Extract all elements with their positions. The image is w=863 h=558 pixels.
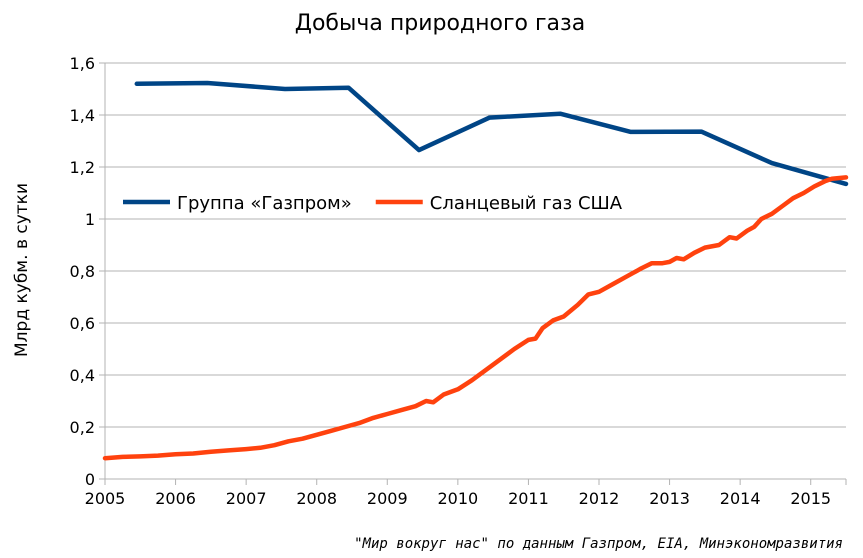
x-tick-label: 2015 (790, 489, 831, 508)
x-tick-label: 2013 (649, 489, 690, 508)
legend-label-2: Сланцевый газ США (430, 193, 623, 214)
legend: Группа «Газпром» Сланцевый газ США (123, 193, 623, 214)
x-tick-label: 2006 (155, 489, 196, 508)
y-tick-label: 1,2 (70, 158, 95, 177)
y-axis-label: Млрд кубм. в сутки (12, 183, 32, 357)
chart-title: Добыча природного газа (295, 11, 585, 36)
legend-label-1: Группа «Газпром» (177, 193, 352, 214)
y-tick-label: 0,4 (70, 366, 95, 385)
y-tick-label: 0,2 (70, 418, 95, 437)
x-tick-label: 2014 (720, 489, 761, 508)
series-line-1 (134, 80, 849, 187)
y-tick-label: 0,8 (70, 262, 95, 281)
x-tick-label: 2007 (226, 489, 267, 508)
x-tick-label: 2009 (367, 489, 408, 508)
y-tick-label: 0 (85, 470, 95, 489)
x-tick-label: 2012 (579, 489, 620, 508)
series-layer (102, 80, 849, 461)
x-tick-label: 2008 (296, 489, 337, 508)
y-tick-label: 0,6 (70, 314, 95, 333)
y-tick-label: 1,6 (70, 54, 95, 73)
source-note: "Мир вокруг нас" по данным Газпром, EIA,… (354, 536, 843, 552)
y-tick-label: 1 (85, 210, 95, 229)
axes: 0 0,2 0,4 0,6 0,8 1 1,2 1,4 1,6 2005 2006 2007 2008 2… (70, 54, 847, 508)
series-line-2 (102, 175, 849, 461)
x-tick-label: 2005 (85, 489, 126, 508)
grid-lines (105, 62, 846, 480)
y-tick-label: 1,4 (70, 106, 95, 125)
x-tick-label: 2011 (508, 489, 549, 508)
x-tick-label: 2010 (437, 489, 478, 508)
